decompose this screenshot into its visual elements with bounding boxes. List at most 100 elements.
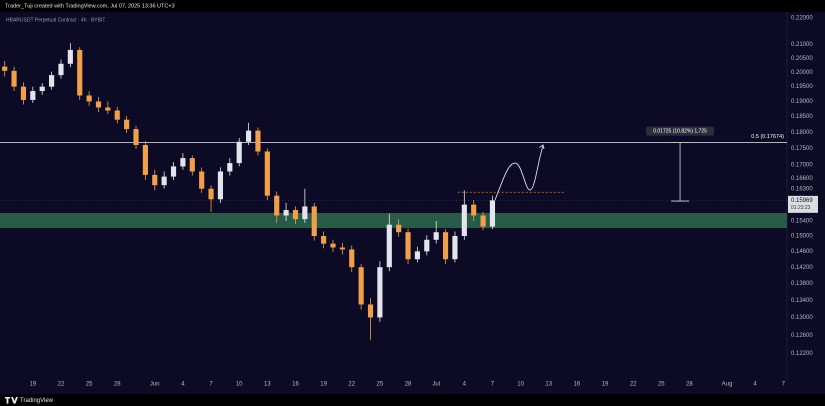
x-tick-label: Aug <box>722 382 733 388</box>
candle-body <box>227 163 233 172</box>
candle-body <box>133 129 139 146</box>
candle-body <box>302 206 308 220</box>
candle-body <box>217 171 224 200</box>
candle-body <box>377 267 383 318</box>
y-tick-label: 0.15000 <box>791 234 813 240</box>
x-tick-label: 10 <box>236 382 243 388</box>
x-tick-label: 28 <box>114 382 121 388</box>
candle-body <box>124 119 130 130</box>
level-label: 0.5 (0.17674) <box>751 134 784 140</box>
y-tick-label: 0.20500 <box>791 56 813 62</box>
y-tick-label: 0.13400 <box>791 298 813 304</box>
x-tick-label: 7 <box>491 382 495 388</box>
x-tick-label: 28 <box>686 382 693 388</box>
candle-body <box>77 49 83 96</box>
x-tick-label: 28 <box>405 382 412 388</box>
candle-body <box>189 158 195 172</box>
y-tick-label: 0.17000 <box>791 162 813 168</box>
x-tick-label: 13 <box>545 382 552 388</box>
y-tick-label: 0.14200 <box>791 265 813 271</box>
candles <box>2 43 496 340</box>
footer-text: TradingView <box>20 398 54 404</box>
y-tick-label: 0.17500 <box>791 146 813 152</box>
candle-body <box>405 232 411 260</box>
y-tick-label: 0.18500 <box>791 114 813 120</box>
candle-body <box>49 75 55 87</box>
candle-body <box>283 210 289 216</box>
candle-body <box>442 232 449 260</box>
x-tick-label: 13 <box>264 382 271 388</box>
measure-label: 0.01725 (10.82%) 1,725 <box>653 128 707 134</box>
header-bar <box>0 0 825 12</box>
candle-body <box>161 176 167 186</box>
front-layer: 0.22000 0.21000 0.20500 0.20000 0.19500 0.190… <box>29 16 818 388</box>
candle-body <box>274 195 280 216</box>
candle-body <box>321 235 327 244</box>
x-tick-label: 4 <box>463 382 467 388</box>
candle-body <box>311 206 317 236</box>
y-tick-label: 0.22000 <box>791 16 813 22</box>
x-tick-label: 10 <box>517 382 524 388</box>
candle-body <box>95 101 102 108</box>
last-price-label: 0.15969 <box>791 198 813 204</box>
x-tick-label: 16 <box>292 382 299 388</box>
x-tick-label: 22 <box>630 382 637 388</box>
candle-body <box>349 249 355 268</box>
projection-arrowhead <box>539 144 545 150</box>
candle-body <box>386 224 392 268</box>
candle-body <box>236 141 242 164</box>
candle-body <box>208 188 214 200</box>
support-zone <box>0 212 787 229</box>
y-tick-label: 0.15400 <box>791 219 813 225</box>
candle-body <box>152 174 158 186</box>
candle-body <box>433 232 439 240</box>
candle-body <box>452 235 458 260</box>
y-tick-label: 0.16300 <box>791 186 813 192</box>
candle-body <box>58 63 64 76</box>
projection-path <box>494 145 544 201</box>
candle-body <box>480 215 486 227</box>
candle-body <box>39 86 45 92</box>
candle-body <box>67 49 73 64</box>
candle-body <box>86 95 92 102</box>
candle-body <box>199 171 205 189</box>
x-tick-label: 4 <box>181 382 185 388</box>
x-tick-label: 16 <box>574 382 581 388</box>
candle-body <box>142 145 148 175</box>
measure-label-box <box>646 126 715 136</box>
x-tick-label: 19 <box>29 382 36 388</box>
header-text: Trader_Tuji created with TradingView.com… <box>5 3 175 9</box>
candle-body <box>414 251 420 260</box>
footer-logo <box>4 397 18 404</box>
x-tick-label: 19 <box>602 382 609 388</box>
y-tick-label: 0.19000 <box>791 99 813 105</box>
candle-body <box>471 204 477 216</box>
y-tick-label: 0.14600 <box>791 249 813 255</box>
candle-body <box>114 110 120 120</box>
x-tick-label: 7 <box>209 382 213 388</box>
y-tick-label: 0.13800 <box>791 281 813 287</box>
y-tick-label: 0.21000 <box>791 42 813 48</box>
candle-body <box>330 243 336 248</box>
y-tick-label: 0.13000 <box>791 315 813 321</box>
candle-body <box>264 151 270 196</box>
candle-body <box>170 166 177 177</box>
y-tick-label: 0.20000 <box>791 70 813 76</box>
x-tick-label: 22 <box>58 382 65 388</box>
y-tick-label: 0.16600 <box>791 176 813 182</box>
candle-body <box>30 91 36 100</box>
x-tick-label: Jul <box>432 382 440 388</box>
last-price-box <box>788 195 818 213</box>
x-tick-label: Jun <box>150 382 160 388</box>
plot-background <box>0 12 825 394</box>
countdown: 01:23:23 <box>791 205 811 211</box>
y-tick-label: 0.12600 <box>791 333 813 339</box>
candle-body <box>180 158 186 167</box>
x-tick-label: 25 <box>658 382 665 388</box>
symbol-title: HBARUSDT Perpetual Contract · 4h · BYBIT <box>6 17 105 23</box>
candle-body <box>358 267 364 305</box>
x-tick-label: 19 <box>320 382 327 388</box>
x-tick-label: 7 <box>782 382 786 388</box>
